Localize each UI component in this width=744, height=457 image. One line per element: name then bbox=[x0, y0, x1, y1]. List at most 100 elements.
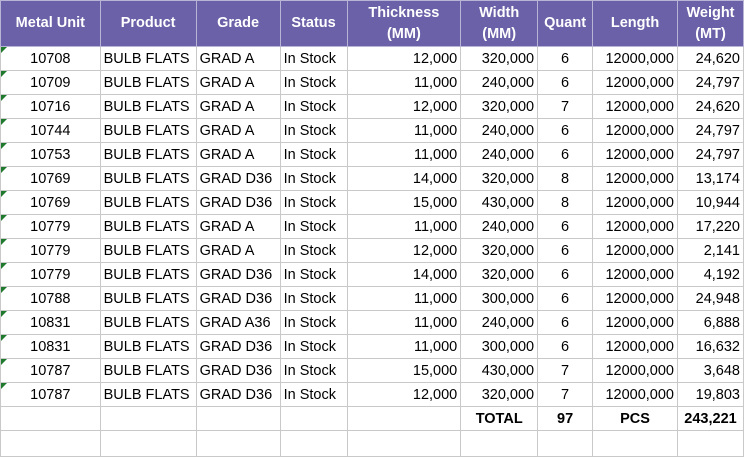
cell-product[interactable]: BULB FLATS bbox=[99, 382, 197, 407]
cell-grade[interactable]: GRAD A bbox=[195, 142, 281, 167]
header-length[interactable]: Length bbox=[592, 0, 678, 47]
cell-empty[interactable] bbox=[676, 430, 744, 457]
cell-width[interactable]: 430,000 bbox=[460, 190, 539, 215]
cell-grade[interactable]: GRAD D36 bbox=[195, 190, 281, 215]
cell-thickness[interactable]: 14,000 bbox=[346, 166, 462, 191]
cell-length[interactable]: 12000,000 bbox=[592, 358, 678, 383]
cell-width[interactable]: 320,000 bbox=[460, 382, 539, 407]
cell-grade[interactable]: GRAD D36 bbox=[195, 334, 281, 359]
cell-grade[interactable]: GRAD A bbox=[195, 46, 281, 71]
cell-width[interactable]: 240,000 bbox=[460, 70, 539, 95]
header-grade[interactable]: Grade bbox=[195, 0, 281, 47]
cell-length[interactable]: 12000,000 bbox=[592, 166, 678, 191]
cell-product[interactable]: BULB FLATS bbox=[99, 310, 197, 335]
cell-metal-unit[interactable]: 10716 bbox=[0, 94, 101, 119]
cell-length[interactable]: 12000,000 bbox=[592, 214, 678, 239]
cell-weight[interactable]: 17,220 bbox=[676, 214, 744, 239]
cell-status[interactable]: In Stock bbox=[279, 382, 348, 407]
cell-grade[interactable]: GRAD A bbox=[195, 70, 281, 95]
cell-thickness[interactable]: 11,000 bbox=[346, 142, 462, 167]
header-weight[interactable]: Weight (MT) bbox=[676, 0, 744, 47]
cell-grade[interactable]: GRAD A36 bbox=[195, 310, 281, 335]
cell-grade[interactable]: GRAD D36 bbox=[195, 166, 281, 191]
cell-width[interactable]: 320,000 bbox=[460, 94, 539, 119]
cell-length[interactable]: 12000,000 bbox=[592, 238, 678, 263]
cell-weight[interactable]: 16,632 bbox=[676, 334, 744, 359]
cell-width[interactable]: 240,000 bbox=[460, 214, 539, 239]
cell-weight[interactable]: 19,803 bbox=[676, 382, 744, 407]
cell-product[interactable]: BULB FLATS bbox=[99, 46, 197, 71]
cell-grade[interactable]: GRAD A bbox=[195, 214, 281, 239]
cell-product[interactable]: BULB FLATS bbox=[99, 94, 197, 119]
cell-quant[interactable]: 6 bbox=[537, 142, 594, 167]
cell-length[interactable]: 12000,000 bbox=[592, 142, 678, 167]
cell-width[interactable]: 320,000 bbox=[460, 262, 539, 287]
cell-quant[interactable]: 8 bbox=[537, 190, 594, 215]
cell-weight[interactable]: 24,797 bbox=[676, 118, 744, 143]
cell-thickness[interactable]: 11,000 bbox=[346, 334, 462, 359]
cell-quant[interactable]: 6 bbox=[537, 334, 594, 359]
cell-metal-unit[interactable]: 10787 bbox=[0, 358, 101, 383]
cell-weight[interactable]: 24,620 bbox=[676, 94, 744, 119]
cell-empty[interactable] bbox=[346, 430, 462, 457]
cell-empty[interactable] bbox=[195, 430, 281, 457]
cell-length[interactable]: 12000,000 bbox=[592, 46, 678, 71]
cell-product[interactable]: BULB FLATS bbox=[99, 262, 197, 287]
cell-quant[interactable]: 6 bbox=[537, 310, 594, 335]
cell-thickness[interactable]: 15,000 bbox=[346, 358, 462, 383]
cell-empty[interactable] bbox=[346, 406, 462, 431]
header-thickness[interactable]: Thickness (MM) bbox=[346, 0, 462, 47]
cell-metal-unit[interactable]: 10769 bbox=[0, 190, 101, 215]
total-quant[interactable]: 97 bbox=[537, 406, 594, 431]
cell-thickness[interactable]: 14,000 bbox=[346, 262, 462, 287]
cell-status[interactable]: In Stock bbox=[279, 190, 348, 215]
cell-status[interactable]: In Stock bbox=[279, 310, 348, 335]
cell-metal-unit[interactable]: 10769 bbox=[0, 166, 101, 191]
cell-quant[interactable]: 7 bbox=[537, 382, 594, 407]
cell-metal-unit[interactable]: 10831 bbox=[0, 334, 101, 359]
cell-product[interactable]: BULB FLATS bbox=[99, 358, 197, 383]
cell-empty[interactable] bbox=[0, 430, 101, 457]
cell-metal-unit[interactable]: 10831 bbox=[0, 310, 101, 335]
cell-length[interactable]: 12000,000 bbox=[592, 190, 678, 215]
cell-quant[interactable]: 6 bbox=[537, 262, 594, 287]
cell-metal-unit[interactable]: 10788 bbox=[0, 286, 101, 311]
cell-length[interactable]: 12000,000 bbox=[592, 334, 678, 359]
cell-status[interactable]: In Stock bbox=[279, 262, 348, 287]
cell-grade[interactable]: GRAD A bbox=[195, 94, 281, 119]
cell-grade[interactable]: GRAD A bbox=[195, 118, 281, 143]
cell-empty[interactable] bbox=[0, 406, 101, 431]
cell-product[interactable]: BULB FLATS bbox=[99, 238, 197, 263]
cell-product[interactable]: BULB FLATS bbox=[99, 214, 197, 239]
cell-product[interactable]: BULB FLATS bbox=[99, 118, 197, 143]
cell-thickness[interactable]: 11,000 bbox=[346, 118, 462, 143]
cell-weight[interactable]: 24,797 bbox=[676, 70, 744, 95]
cell-weight[interactable]: 3,648 bbox=[676, 358, 744, 383]
cell-weight[interactable]: 2,141 bbox=[676, 238, 744, 263]
cell-weight[interactable]: 4,192 bbox=[676, 262, 744, 287]
cell-status[interactable]: In Stock bbox=[279, 94, 348, 119]
cell-status[interactable]: In Stock bbox=[279, 334, 348, 359]
header-quant[interactable]: Quant bbox=[537, 0, 594, 47]
cell-grade[interactable]: GRAD A bbox=[195, 238, 281, 263]
cell-empty[interactable] bbox=[460, 430, 539, 457]
cell-thickness[interactable]: 12,000 bbox=[346, 382, 462, 407]
cell-quant[interactable]: 6 bbox=[537, 70, 594, 95]
cell-product[interactable]: BULB FLATS bbox=[99, 334, 197, 359]
cell-thickness[interactable]: 12,000 bbox=[346, 238, 462, 263]
cell-weight[interactable]: 24,797 bbox=[676, 142, 744, 167]
cell-empty[interactable] bbox=[537, 430, 594, 457]
cell-width[interactable]: 300,000 bbox=[460, 334, 539, 359]
cell-width[interactable]: 240,000 bbox=[460, 142, 539, 167]
cell-thickness[interactable]: 15,000 bbox=[346, 190, 462, 215]
cell-grade[interactable]: GRAD D36 bbox=[195, 382, 281, 407]
cell-metal-unit[interactable]: 10744 bbox=[0, 118, 101, 143]
cell-status[interactable]: In Stock bbox=[279, 118, 348, 143]
cell-thickness[interactable]: 11,000 bbox=[346, 214, 462, 239]
cell-metal-unit[interactable]: 10779 bbox=[0, 262, 101, 287]
cell-empty[interactable] bbox=[195, 406, 281, 431]
cell-quant[interactable]: 8 bbox=[537, 166, 594, 191]
cell-width[interactable]: 240,000 bbox=[460, 310, 539, 335]
cell-grade[interactable]: GRAD D36 bbox=[195, 358, 281, 383]
cell-length[interactable]: 12000,000 bbox=[592, 262, 678, 287]
